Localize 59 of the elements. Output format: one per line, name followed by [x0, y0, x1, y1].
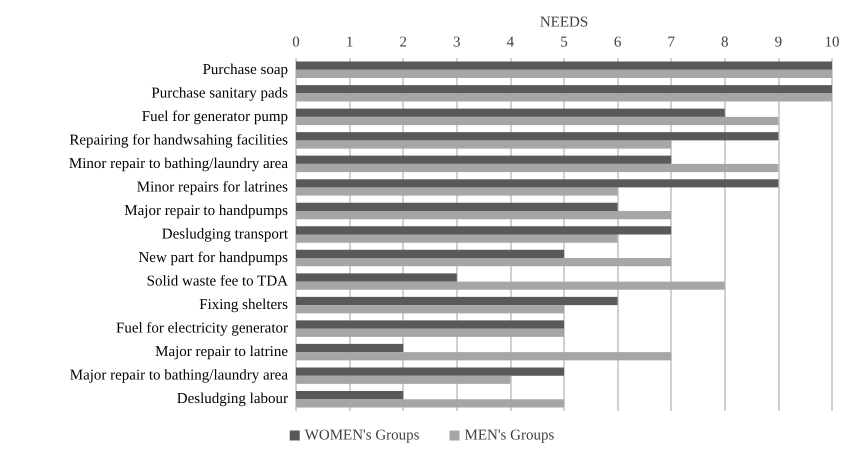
x-tick-label: 5 [560, 34, 568, 50]
bar [296, 390, 404, 400]
y-tick-label: New part for handpumps [138, 250, 288, 266]
y-tick-label: Solid waste fee to TDA [146, 274, 288, 290]
bar [296, 367, 564, 376]
bar [296, 282, 725, 290]
bar [296, 116, 778, 126]
x-tick-label: 2 [399, 34, 407, 50]
y-tick-label: Fuel for electricity generator [116, 320, 288, 337]
y-tick-label: Repairing for handwsahing facilities [69, 132, 288, 148]
x-axis-title: NEEDS [540, 14, 588, 30]
bar [296, 296, 618, 306]
bar [296, 108, 725, 117]
bar [296, 234, 618, 243]
y-tick-label: Major repair to bathing/laundry area [70, 368, 288, 384]
bar [296, 179, 778, 188]
legend-label: WOMEN's Groups [304, 428, 420, 444]
bar [296, 226, 672, 234]
bar [296, 85, 832, 94]
x-tick-label: 10 [824, 34, 840, 50]
bar [296, 250, 564, 258]
x-tick-label: 9 [774, 34, 782, 50]
x-tick-label: 0 [292, 34, 300, 50]
bar [296, 140, 672, 149]
bar [296, 62, 832, 70]
bar [296, 156, 672, 164]
x-tick-label: 6 [614, 34, 622, 50]
legend-label: MEN's Groups [464, 428, 554, 444]
x-tick-label: 8 [721, 34, 729, 50]
bar [296, 320, 564, 329]
bar [296, 273, 457, 282]
bar [296, 187, 618, 196]
y-tick-label: Purchase soap [202, 62, 288, 78]
y-tick-label: Fixing shelters [199, 297, 288, 314]
bar [296, 376, 510, 384]
bar [296, 70, 832, 78]
bar [296, 352, 672, 360]
bar [296, 93, 832, 102]
bar [296, 132, 778, 140]
y-tick-label: Desludging transport [162, 226, 289, 242]
x-tick-label: 1 [346, 34, 354, 50]
bar [296, 328, 564, 337]
x-tick-label: 7 [667, 34, 676, 50]
y-tick-label: Minor repair to bathing/laundry area [68, 156, 288, 172]
bar [296, 202, 618, 211]
x-tick-label: 3 [453, 34, 461, 50]
y-tick-label: Desludging labour [176, 391, 288, 408]
bar [296, 399, 564, 408]
bar [296, 258, 672, 266]
bar [296, 305, 564, 314]
bar [296, 344, 404, 352]
bar [296, 164, 778, 172]
bar [296, 210, 672, 220]
y-tick-label: Purchase sanitary pads [151, 85, 288, 102]
y-tick-label: Minor repairs for latrines [136, 179, 288, 196]
x-tick-label: 4 [506, 34, 515, 50]
y-tick-label: Major repair to handpumps [124, 202, 288, 219]
y-tick-label: Major repair to latrine [155, 344, 288, 360]
y-tick-label: Fuel for generator pump [142, 108, 288, 125]
